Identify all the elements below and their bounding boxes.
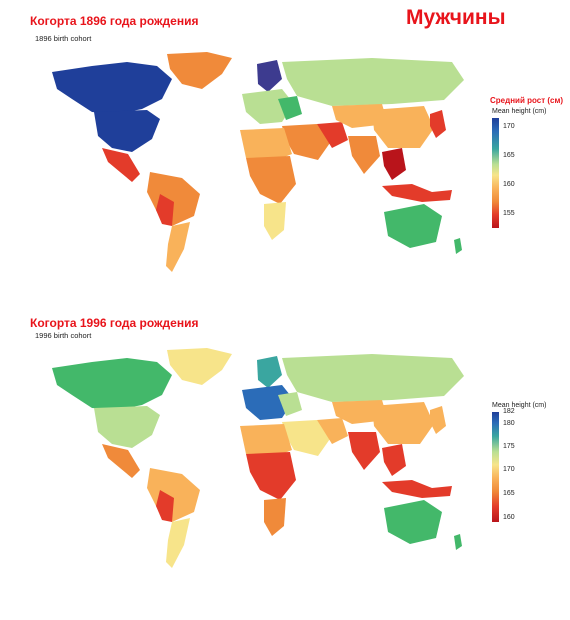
map2-india <box>348 432 380 470</box>
map1-legend-colorbar <box>492 118 499 228</box>
map2-europe-east <box>278 392 302 416</box>
map1-japan <box>430 110 446 138</box>
map1-africa-central <box>246 156 296 204</box>
map1-new-zealand <box>454 238 462 254</box>
map2-greenland <box>167 348 232 385</box>
map2-south-america-south <box>166 518 190 568</box>
map2-usa <box>94 406 160 448</box>
map2-south-america-west <box>156 490 174 522</box>
map1-indonesia <box>382 184 452 202</box>
map2-middle-east <box>282 420 332 456</box>
map1-legend-title-en: Mean height (cm) <box>492 108 547 115</box>
map1-africa-south <box>264 202 286 240</box>
map1-legend-tick: 155 <box>503 210 515 217</box>
map1-se-asia <box>382 148 406 180</box>
map2-world-map <box>52 348 464 568</box>
map1-china <box>372 106 434 148</box>
map1-europe-east <box>278 96 302 120</box>
map2-africa-north <box>240 424 292 458</box>
map1-legend-title-ru: Средний рост (см) <box>490 96 564 105</box>
map2-new-zealand <box>454 534 462 550</box>
map2-europe <box>242 385 294 420</box>
map2-legend-tick: 175 <box>503 443 515 450</box>
map1-scandinavia <box>257 60 282 92</box>
map2-legend-title-en: Mean height (cm) <box>492 402 547 409</box>
map1-usa <box>94 110 160 152</box>
map1-subtitle: 1896 birth cohort <box>35 34 92 43</box>
map1-title: Когорта 1896 года рождения <box>30 14 199 28</box>
map2-mexico <box>102 444 140 478</box>
map2-legend-tick: 182 <box>503 408 515 415</box>
map2-russia <box>282 354 464 402</box>
map1-russia <box>282 58 464 106</box>
map2-subtitle: 1996 birth cohort <box>35 331 92 340</box>
map2-africa-south <box>264 498 286 536</box>
map1-australia <box>384 204 442 248</box>
map1-greenland <box>167 52 232 89</box>
map2-se-asia <box>382 444 406 476</box>
map2-legend-colorbar <box>492 412 499 522</box>
map1-legend-tick: 165 <box>503 152 515 159</box>
map1-world-map <box>52 52 464 272</box>
map1-europe <box>242 89 294 124</box>
map1-legend-tick: 170 <box>503 123 515 130</box>
map2-africa-central <box>246 452 296 500</box>
map2-canada <box>52 358 172 410</box>
map2-legend-tick: 160 <box>503 514 515 521</box>
map2-legend-tick: 165 <box>503 490 515 497</box>
map1-iran <box>317 122 348 148</box>
map2-china <box>372 402 434 444</box>
map1-south-america-south <box>166 222 190 272</box>
map1-mexico <box>102 148 140 182</box>
map1-india <box>348 136 380 174</box>
map2-scandinavia <box>257 356 282 388</box>
map2-indonesia <box>382 480 452 498</box>
map2-australia <box>384 500 442 544</box>
map2-japan <box>430 406 446 434</box>
map1-africa-north <box>240 128 292 162</box>
map2-iran <box>317 418 348 444</box>
map1-legend-tick: 160 <box>503 181 515 188</box>
map1-south-america-north <box>147 172 200 226</box>
map1-canada <box>52 62 172 114</box>
map2-south-america-north <box>147 468 200 522</box>
page-title: Мужчины <box>406 6 506 29</box>
map1-middle-east <box>282 124 332 160</box>
map1-south-america-west <box>156 194 174 226</box>
map2-legend-tick: 180 <box>503 420 515 427</box>
map2-legend-tick: 170 <box>503 466 515 473</box>
map2-title: Когорта 1996 года рождения <box>30 316 199 330</box>
